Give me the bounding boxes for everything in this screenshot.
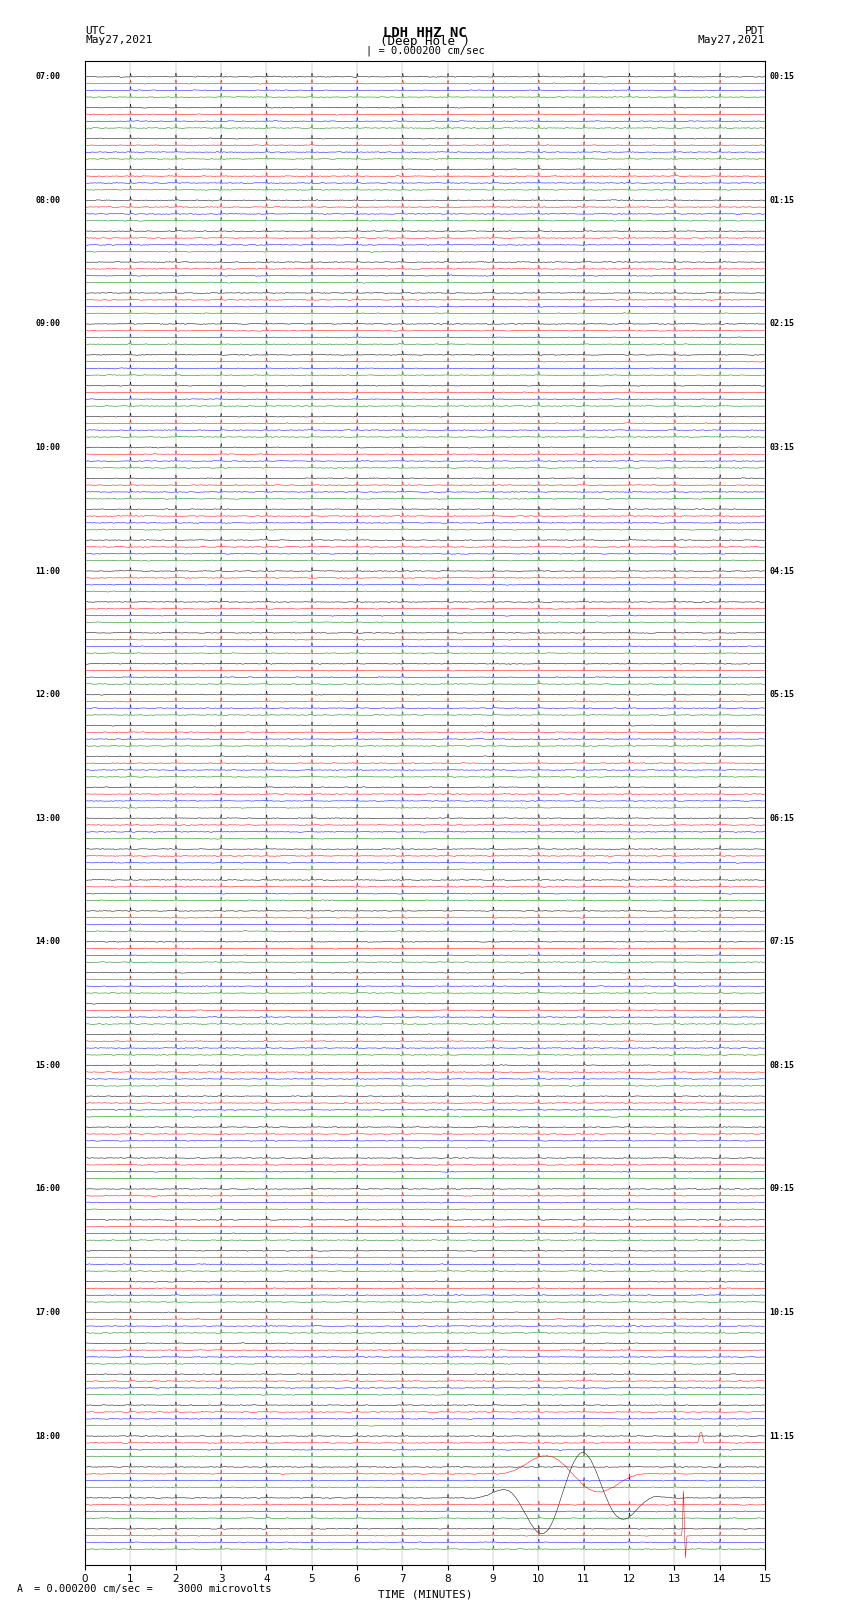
Text: May27,2021: May27,2021 bbox=[698, 35, 765, 45]
Text: (Deep Hole ): (Deep Hole ) bbox=[380, 35, 470, 48]
Text: 16:00: 16:00 bbox=[35, 1184, 60, 1194]
Text: A: A bbox=[17, 1584, 23, 1594]
Text: 18:00: 18:00 bbox=[35, 1432, 60, 1440]
Text: 07:15: 07:15 bbox=[769, 937, 795, 947]
Text: May27,2021: May27,2021 bbox=[85, 35, 152, 45]
Text: 13:00: 13:00 bbox=[35, 813, 60, 823]
Text: 07:00: 07:00 bbox=[35, 73, 60, 81]
Text: 08:15: 08:15 bbox=[769, 1061, 795, 1069]
Text: 12:00: 12:00 bbox=[35, 690, 60, 698]
Text: 11:00: 11:00 bbox=[35, 566, 60, 576]
Text: 06:15: 06:15 bbox=[769, 813, 795, 823]
Text: 05:15: 05:15 bbox=[769, 690, 795, 698]
Text: 14:00: 14:00 bbox=[35, 937, 60, 947]
Text: 08:00: 08:00 bbox=[35, 195, 60, 205]
Text: PDT: PDT bbox=[745, 26, 765, 35]
Text: 15:00: 15:00 bbox=[35, 1061, 60, 1069]
Text: 09:15: 09:15 bbox=[769, 1184, 795, 1194]
Text: | = 0.000200 cm/sec: | = 0.000200 cm/sec bbox=[366, 45, 484, 56]
Text: 04:15: 04:15 bbox=[769, 566, 795, 576]
Text: 09:00: 09:00 bbox=[35, 319, 60, 329]
Text: UTC: UTC bbox=[85, 26, 105, 35]
X-axis label: TIME (MINUTES): TIME (MINUTES) bbox=[377, 1590, 473, 1600]
Text: LDH HHZ NC: LDH HHZ NC bbox=[383, 26, 467, 40]
Text: 17:00: 17:00 bbox=[35, 1308, 60, 1316]
Text: 03:15: 03:15 bbox=[769, 444, 795, 452]
Text: 01:15: 01:15 bbox=[769, 195, 795, 205]
Text: = 0.000200 cm/sec =    3000 microvolts: = 0.000200 cm/sec = 3000 microvolts bbox=[34, 1584, 271, 1594]
Text: 00:15: 00:15 bbox=[769, 73, 795, 81]
Text: 10:00: 10:00 bbox=[35, 444, 60, 452]
Text: 02:15: 02:15 bbox=[769, 319, 795, 329]
Text: 11:15: 11:15 bbox=[769, 1432, 795, 1440]
Text: 10:15: 10:15 bbox=[769, 1308, 795, 1316]
